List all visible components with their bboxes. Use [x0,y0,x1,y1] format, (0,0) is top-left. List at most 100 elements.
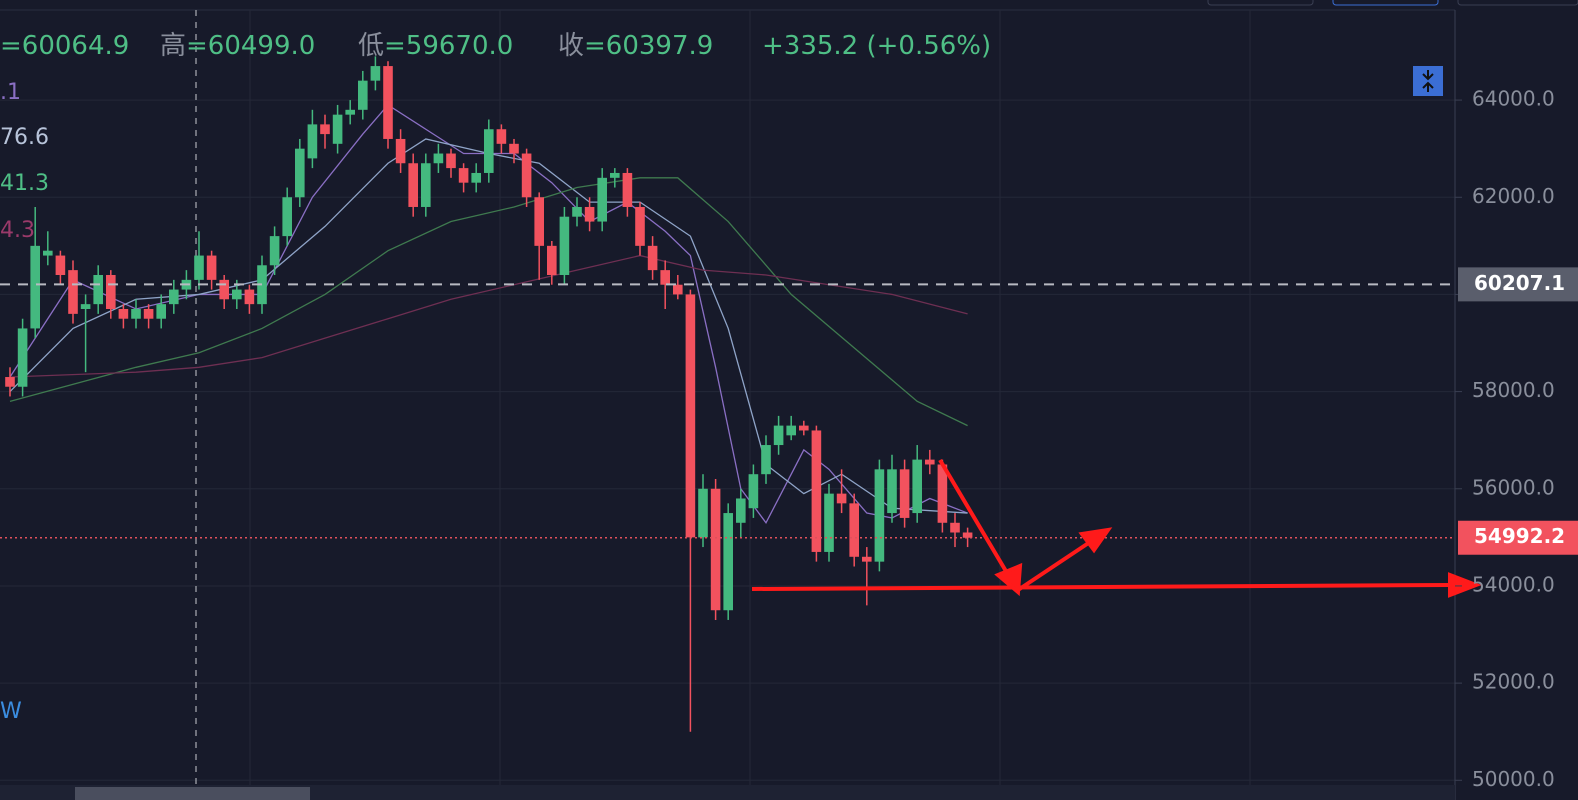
ma-line [9,177,968,427]
candle-body [446,153,456,169]
candle-body [811,430,822,552]
ma-label: 76.6 [0,125,49,150]
candle-body [408,163,418,207]
ma-label: 41.3 [0,171,49,196]
candle [660,260,670,310]
scrollbar-thumb[interactable] [75,787,310,800]
candle-body [962,532,973,538]
scale-icon [1422,70,1434,92]
candle [295,138,305,207]
candle [106,270,116,319]
candle [874,459,885,572]
candle [811,425,822,562]
candle-body [521,153,532,198]
candle [597,168,607,232]
candle [55,250,66,285]
candle [345,100,355,125]
candle [547,240,557,285]
candle [269,226,280,275]
candle [836,469,847,514]
ref-price-label: 60207.1 [1474,271,1565,295]
arrow-head [994,562,1023,597]
candle [433,143,444,173]
candle-body [80,304,91,310]
candle-body [849,503,859,557]
arrow-head [1078,527,1113,554]
candle [408,153,418,217]
candle [509,138,519,164]
ma-label: 4.3 [0,218,35,243]
candle [824,483,834,562]
candle-body [156,304,166,319]
candle-body [345,109,355,115]
candle-body [106,274,116,310]
candle [358,70,368,120]
toolbar-button[interactable] [1207,0,1314,6]
candle [80,294,91,373]
candle [685,289,696,732]
candle-body [307,124,318,159]
ma-label: .1 [0,80,21,105]
candle [937,459,948,533]
candle [484,119,494,183]
candle-body [219,279,229,300]
candle-body [736,498,746,523]
candle-body [559,216,570,275]
candle-body [421,163,431,207]
candle [773,415,784,455]
candle-body [937,464,948,523]
candle [458,163,469,193]
toolbar-button[interactable] [1332,0,1439,6]
high-label: 高 [160,31,186,61]
ref-price-tag [1458,267,1578,302]
candle [156,294,166,329]
candle [710,479,721,620]
candle-body [925,459,935,465]
candle [862,547,872,606]
candle [622,168,633,217]
candle-body [131,309,141,319]
change-value: +335.2 (+0.56%) [762,31,991,61]
candle-body [43,250,53,256]
candle [748,464,759,518]
last-price-tag [1458,520,1578,555]
low-label: 低 [358,31,384,61]
candle-body [622,172,633,207]
candle-body [698,488,708,538]
candle-body [824,493,834,552]
y-tick-label: 52000.0 [1472,670,1555,694]
y-tick-label: 50000.0 [1472,767,1555,791]
candle-body [143,309,154,319]
arrow-head [1448,572,1482,598]
candle-body [269,236,280,266]
candle [320,114,330,149]
candle [786,415,796,441]
candle-body [836,493,847,504]
candle [118,304,129,329]
candle [610,168,620,188]
candle-body [320,124,330,135]
scrollbar[interactable] [0,785,1455,800]
candle-body [206,255,217,280]
candle-body [282,197,292,237]
candle-body [458,168,469,183]
candle [647,236,658,280]
candle [849,493,859,567]
low-value: =59670.0 [384,31,513,61]
candle [244,284,255,314]
candle [446,148,456,178]
toolbar-button[interactable] [1457,0,1578,6]
candle-body [912,459,922,514]
candle-body [93,274,103,305]
candle [925,449,935,475]
candle-body [723,513,733,611]
candle [736,488,746,538]
candle-body [118,309,129,319]
y-tick-label: 62000.0 [1472,184,1555,208]
candle [584,197,595,232]
candle-body [30,245,40,329]
candle-body [244,289,255,305]
candle-body [660,270,670,285]
